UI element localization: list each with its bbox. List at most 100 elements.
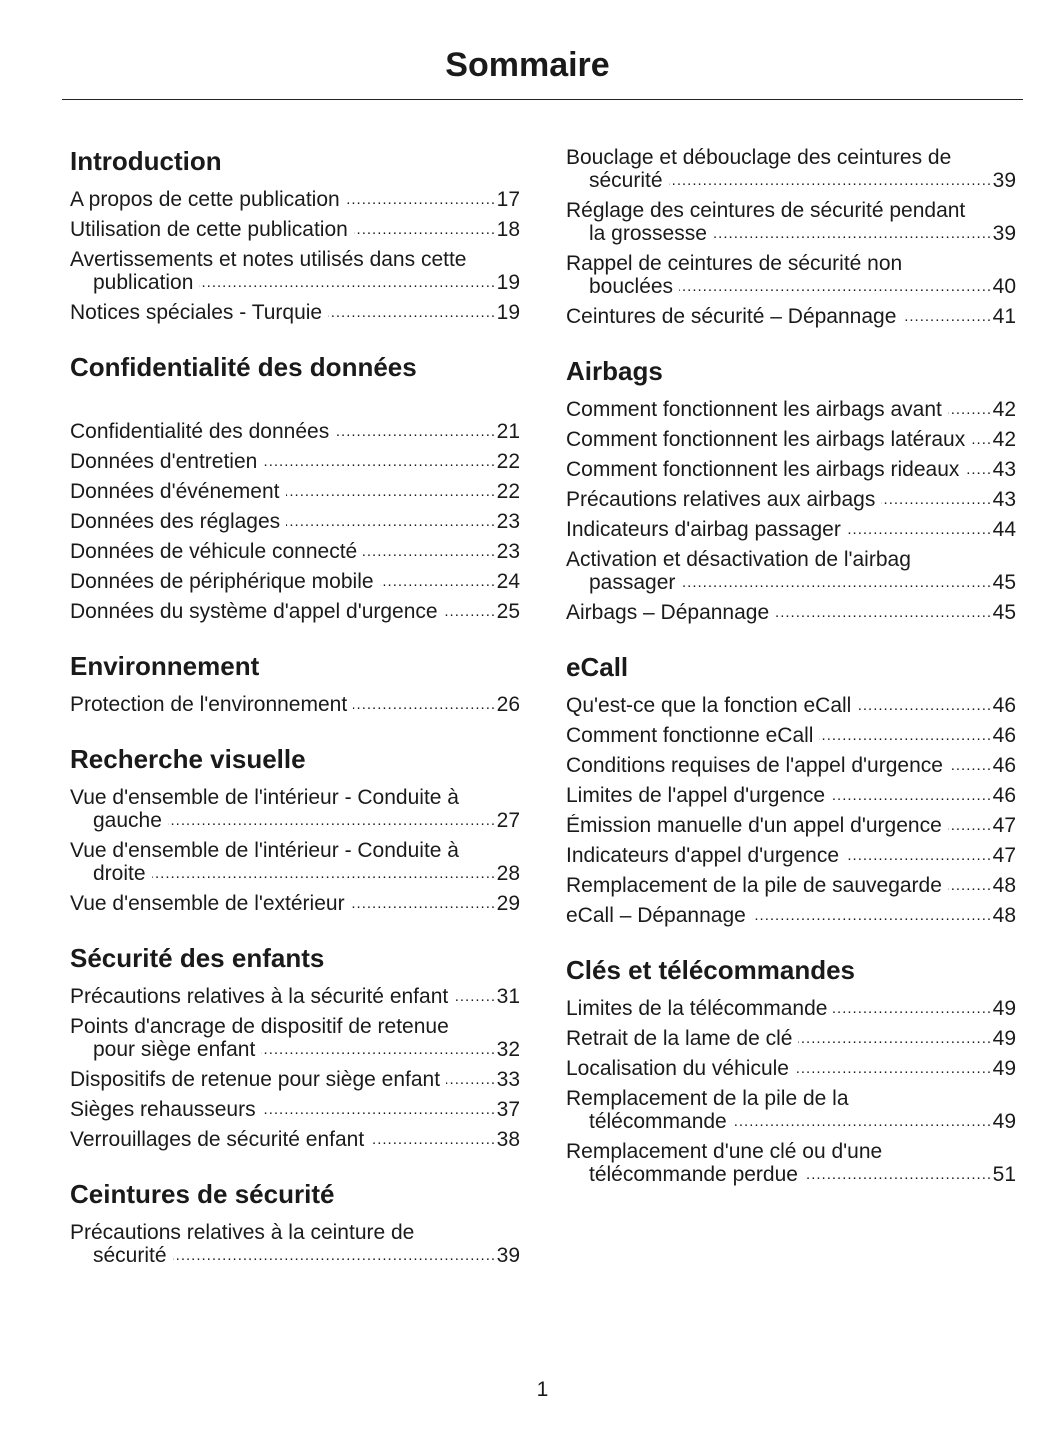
entry-page: 49 <box>990 997 1016 1020</box>
entry-title: Bouclage et débouclage des ceintures de … <box>566 146 952 192</box>
section-heading: Ceintures de sécurité <box>70 1179 335 1209</box>
entry-title: Précautions relatives aux airbags <box>566 488 882 511</box>
entry-title: Limites de la télécommande <box>566 997 834 1020</box>
entry-title: Sièges rehausseurs <box>70 1098 262 1121</box>
entry-page: 45 <box>990 571 1016 594</box>
page-number: 1 <box>536 1378 549 1401</box>
toc-entry: Rappel de ceintures de sécurité non bouc… <box>566 252 1016 298</box>
toc-entry: A propos de cette publication 17 <box>70 188 520 211</box>
section: Ceintures de sécurité Précautions relativ… <box>70 1175 520 1267</box>
toc-entry: Localisation du véhicule 49 <box>566 1057 1016 1080</box>
toc-entry: Notices spéciales - Turquie 19 <box>70 301 520 324</box>
toc-entry: Remplacement d'une clé ou d'une télécomm… <box>566 1140 1016 1186</box>
entry-page: 32 <box>494 1038 520 1061</box>
entry-page: 49 <box>990 1057 1016 1080</box>
entry-page: 43 <box>990 458 1016 481</box>
entry-title: Comment fonctionne eCall <box>566 724 820 747</box>
entry-title: Ceintures de sécurité – Dépannage <box>566 305 903 328</box>
entry-page: 46 <box>990 724 1016 747</box>
entry-title: Comment fonctionnent les airbags latérau… <box>566 428 972 451</box>
toc-entry: Verrouillages de sécurité enfant 38 <box>70 1128 520 1151</box>
entry-page: 28 <box>494 862 520 885</box>
entry-title: Données du système d'appel d'urgence <box>70 600 444 623</box>
entry-page: 19 <box>494 271 520 294</box>
entry-title: Données d'entretien <box>70 450 264 473</box>
toc-entry: Limites de la télécommande 49 <box>566 997 1016 1020</box>
entry-page: 25 <box>494 600 520 623</box>
toc-entry: Comment fonctionnent les airbags latérau… <box>566 428 1016 451</box>
column: Bouclage et débouclage des ceintures de … <box>566 146 1016 1210</box>
entry-page: 37 <box>494 1098 520 1121</box>
toc-entry: Airbags – Dépannage 45 <box>566 601 1016 624</box>
entry-page: 42 <box>990 428 1016 451</box>
toc-entry: Remplacement de la pile de sauvegarde 48 <box>566 874 1016 897</box>
entry-title: Émission manuelle d'un appel d'urgence <box>566 814 948 837</box>
title: Sommaire <box>445 46 610 84</box>
entry-page: 19 <box>494 301 520 324</box>
entry-title: Conditions requises de l'appel d'urgence <box>566 754 949 777</box>
entry-title: A propos de cette publication <box>70 188 346 211</box>
toc-entry: Réglage des ceintures de sécurité pendan… <box>566 199 1016 245</box>
entry-title: Indicateurs d'appel d'urgence <box>566 844 846 867</box>
toc-entry: Indicateurs d'appel d'urgence 47 <box>566 844 1016 867</box>
entry-title: Vue d'ensemble de l'extérieur <box>70 892 351 915</box>
entry-page: 39 <box>494 1244 520 1267</box>
section-heading: Clés et télécommandes <box>566 955 856 985</box>
entry-page: 26 <box>494 693 520 716</box>
entry-page: 48 <box>990 874 1016 897</box>
entry-title: Remplacement de la pile de sauvegarde <box>566 874 948 897</box>
section-heading: Introduction <box>70 146 222 176</box>
header-rule <box>62 99 1023 100</box>
entry-title: Vue d'ensemble de l'intérieur - Conduite… <box>70 786 459 832</box>
toc-entry: Utilisation de cette publication 18 <box>70 218 520 241</box>
entry-page: 22 <box>494 480 520 503</box>
toc-entry: Précautions relatives aux airbags 43 <box>566 488 1016 511</box>
toc-entry: Données de périphérique mobile 24 <box>70 570 520 593</box>
entry-page: 17 <box>494 188 520 211</box>
section: Introduction A propos de cette publicatio… <box>70 142 520 324</box>
toc-entry: Points d'ancrage de dispositif de retenu… <box>70 1015 520 1061</box>
entry-page: 49 <box>990 1027 1016 1050</box>
entry-title: Données des réglages <box>70 510 287 533</box>
toc-entry: Bouclage et débouclage des ceintures de … <box>566 146 1016 192</box>
entry-title: Remplacement d'une clé ou d'une télécomm… <box>566 1140 883 1186</box>
column: Introduction A propos de cette publicatio… <box>70 142 520 1291</box>
entry-page: 31 <box>494 985 520 1008</box>
toc-entry: Ceintures de sécurité – Dépannage 41 <box>566 305 1016 328</box>
section: Airbags Comment fonctionnent les airbags … <box>566 352 1016 624</box>
entry-page: 39 <box>990 222 1016 245</box>
entry-page: 24 <box>494 570 520 593</box>
toc-entry: Confidentialité des données 21 <box>70 420 520 443</box>
entry-page: 46 <box>990 694 1016 717</box>
entry-title: Activation et désactivation de l'airbag … <box>566 548 911 594</box>
entry-title: Dispositifs de retenue pour siège enfant <box>70 1068 447 1091</box>
toc-entry: Indicateurs d'airbag passager 44 <box>566 518 1016 541</box>
entry-title: Vue d'ensemble de l'intérieur - Conduite… <box>70 839 459 885</box>
entry-page: 22 <box>494 450 520 473</box>
entry-title: Avertissements et notes utilisés dans ce… <box>70 248 467 294</box>
entry-page: 43 <box>990 488 1016 511</box>
toc-entry: eCall – Dépannage 48 <box>566 904 1016 927</box>
entry-title: Indicateurs d'airbag passager <box>566 518 847 541</box>
entry-title: Verrouillages de sécurité enfant <box>70 1128 371 1151</box>
toc-entry: Précautions relatives à la sécurité enfa… <box>70 985 520 1008</box>
toc-entry: Limites de l'appel d'urgence 46 <box>566 784 1016 807</box>
section-heading: Environnement <box>70 651 260 681</box>
entry-page: 51 <box>990 1163 1016 1186</box>
toc-entry: Vue d'ensemble de l'intérieur - Conduite… <box>70 839 520 885</box>
entry-page: 18 <box>494 218 520 241</box>
entry-page: 46 <box>990 754 1016 777</box>
section-heading: Airbags <box>566 356 663 386</box>
entry-page: 47 <box>990 814 1016 837</box>
section: Sécurité des enfants Précautions relative… <box>70 939 520 1151</box>
section: Recherche visuelle Vue d'ensemble de l'in… <box>70 740 520 915</box>
entry-page: 29 <box>494 892 520 915</box>
section-heading: Confidentialité des données <box>70 352 417 382</box>
section-heading: eCall <box>566 652 629 682</box>
entry-title: eCall – Dépannage <box>566 904 752 927</box>
toc-entry: Comment fonctionne eCall 46 <box>566 724 1016 747</box>
toc-entry: Données de véhicule connecté 23 <box>70 540 520 563</box>
section: Confidentialité des données Confidentiali… <box>70 348 520 623</box>
